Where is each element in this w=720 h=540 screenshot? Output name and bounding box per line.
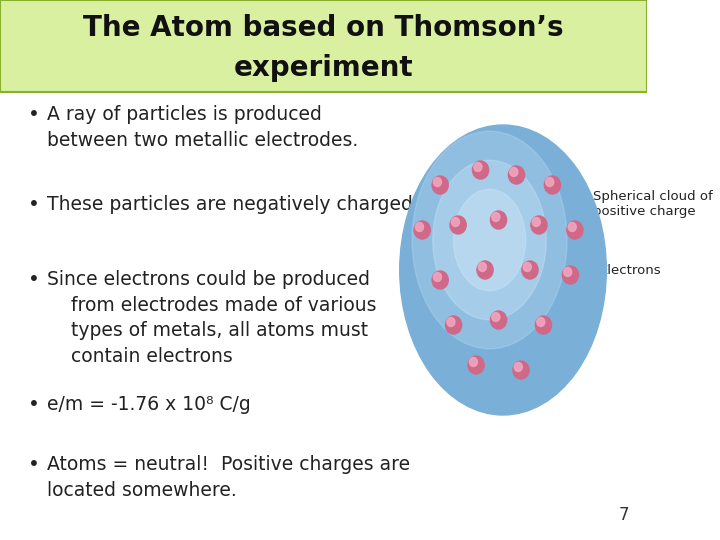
Ellipse shape [513, 361, 529, 379]
Ellipse shape [523, 262, 531, 272]
Text: Electrons: Electrons [580, 264, 662, 276]
Ellipse shape [514, 362, 522, 372]
Ellipse shape [432, 176, 449, 194]
Ellipse shape [415, 222, 423, 232]
Ellipse shape [433, 178, 441, 186]
Text: A ray of particles is produced
between two metallic electrodes.: A ray of particles is produced between t… [47, 105, 358, 150]
Text: These particles are negatively charged: These particles are negatively charged [47, 195, 413, 214]
Ellipse shape [433, 160, 546, 320]
Text: Spherical cloud of
positive charge: Spherical cloud of positive charge [533, 190, 713, 218]
Ellipse shape [568, 222, 576, 232]
Ellipse shape [508, 166, 525, 184]
Ellipse shape [567, 221, 583, 239]
Text: •: • [28, 270, 40, 289]
Ellipse shape [468, 356, 484, 374]
Ellipse shape [414, 221, 431, 239]
Ellipse shape [562, 266, 578, 284]
Ellipse shape [531, 216, 547, 234]
Ellipse shape [446, 316, 462, 334]
Ellipse shape [546, 178, 554, 186]
Text: Since electrons could be produced
    from electrodes made of various
    types : Since electrons could be produced from e… [47, 270, 377, 366]
Ellipse shape [522, 261, 538, 279]
Ellipse shape [469, 357, 477, 367]
Text: The Atom based on Thomson’s: The Atom based on Thomson’s [83, 14, 564, 42]
Ellipse shape [492, 213, 500, 221]
Ellipse shape [492, 313, 500, 321]
Bar [0, 0, 647, 92]
Ellipse shape [536, 318, 545, 327]
Ellipse shape [454, 189, 526, 291]
Ellipse shape [447, 318, 455, 327]
Ellipse shape [490, 211, 507, 229]
Ellipse shape [400, 125, 606, 415]
Text: •: • [28, 395, 40, 414]
Ellipse shape [477, 261, 493, 279]
Ellipse shape [451, 218, 459, 226]
Text: •: • [28, 195, 40, 214]
Ellipse shape [450, 216, 466, 234]
Ellipse shape [474, 163, 482, 172]
Ellipse shape [472, 161, 489, 179]
Text: •: • [28, 105, 40, 124]
Text: •: • [28, 455, 40, 474]
Ellipse shape [544, 176, 560, 194]
Ellipse shape [478, 262, 487, 272]
Ellipse shape [536, 316, 552, 334]
Ellipse shape [432, 271, 449, 289]
Text: e/m = -1.76 x 10⁸ C/g: e/m = -1.76 x 10⁸ C/g [47, 395, 251, 414]
Text: Atoms = neutral!  Positive charges are
located somewhere.: Atoms = neutral! Positive charges are lo… [47, 455, 410, 500]
Text: experiment: experiment [233, 54, 413, 82]
Ellipse shape [433, 273, 441, 281]
Ellipse shape [490, 311, 507, 329]
Ellipse shape [564, 267, 572, 276]
Ellipse shape [510, 167, 518, 177]
Ellipse shape [532, 218, 540, 226]
Ellipse shape [412, 131, 567, 349]
Text: 7: 7 [618, 506, 629, 524]
